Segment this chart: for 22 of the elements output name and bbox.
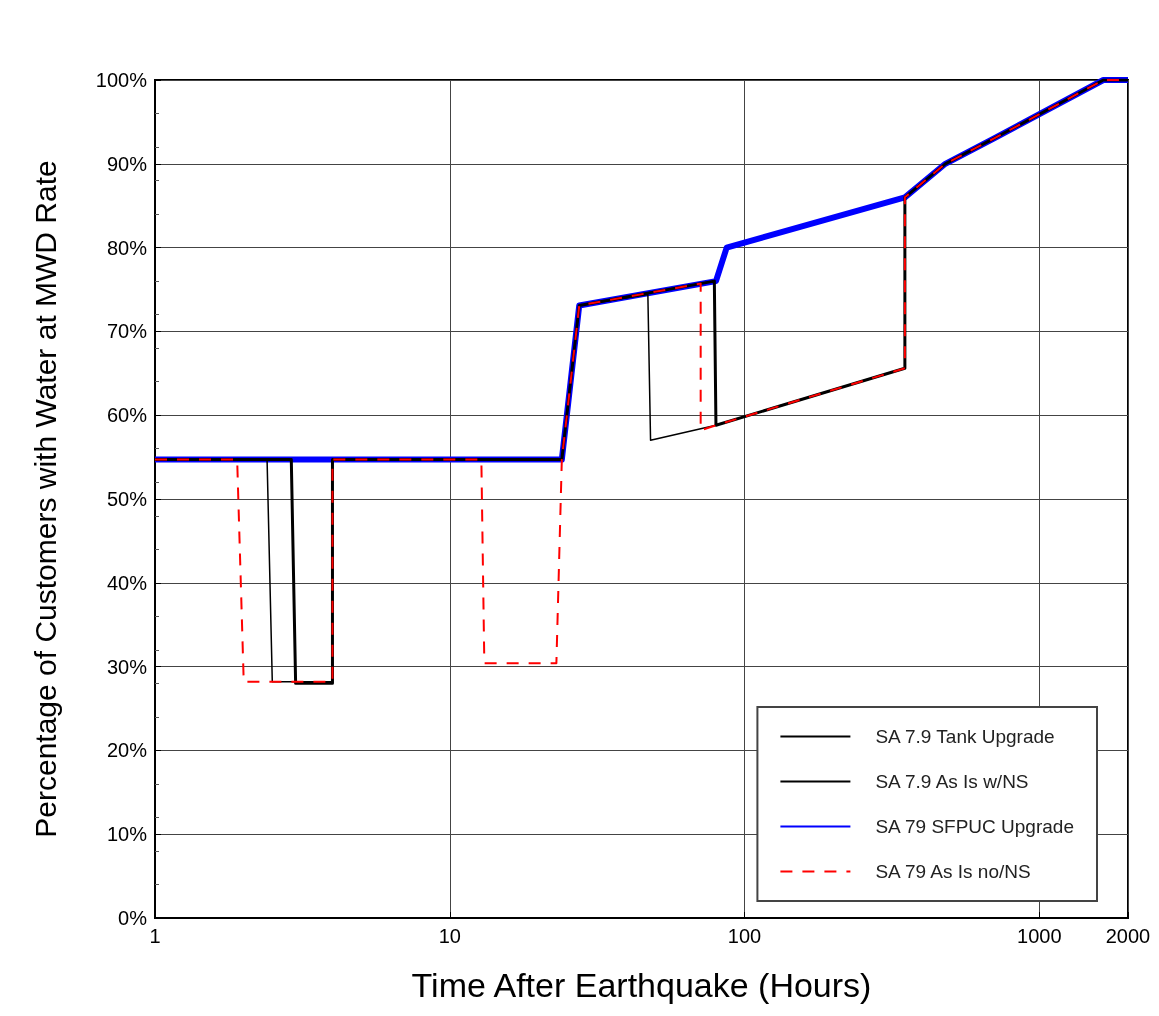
x-tick-label: 1000	[1017, 925, 1062, 947]
y-tick-label: 10%	[106, 823, 148, 846]
y-tick-label: 50%	[106, 488, 148, 510]
y-tick-label: 30%	[106, 655, 148, 678]
legend-label: SA 7.9 As Is w/NS	[875, 771, 1029, 792]
y-tick-label: 70%	[106, 320, 148, 343]
y-tick-label: 40%	[106, 571, 148, 594]
y-tick-label: 0%	[118, 907, 148, 929]
x-tick-label: 100	[727, 925, 762, 947]
y-tick-label: 100%	[95, 69, 148, 91]
x-tick-label: 10	[438, 925, 461, 947]
legend-label: SA 79 As Is no/NS	[875, 861, 1031, 882]
y-axis-title: Percentage of Customers with Water at MWD Rate	[28, 160, 62, 838]
x-tick-label: 2000	[1105, 925, 1151, 947]
y-tick-label: 20%	[106, 739, 148, 762]
legend-label: SA 7.9 Tank Upgrade	[875, 726, 1055, 747]
x-tick-label: 1	[149, 925, 161, 947]
y-tick-label: 60%	[106, 404, 148, 427]
y-tick-label: 80%	[106, 236, 148, 259]
legend-label: SA 79 SFPUC Upgrade	[875, 816, 1074, 837]
x-axis-title: Time After Earthquake (Hours)	[411, 966, 872, 1004]
y-tick-label: 90%	[106, 152, 148, 175]
